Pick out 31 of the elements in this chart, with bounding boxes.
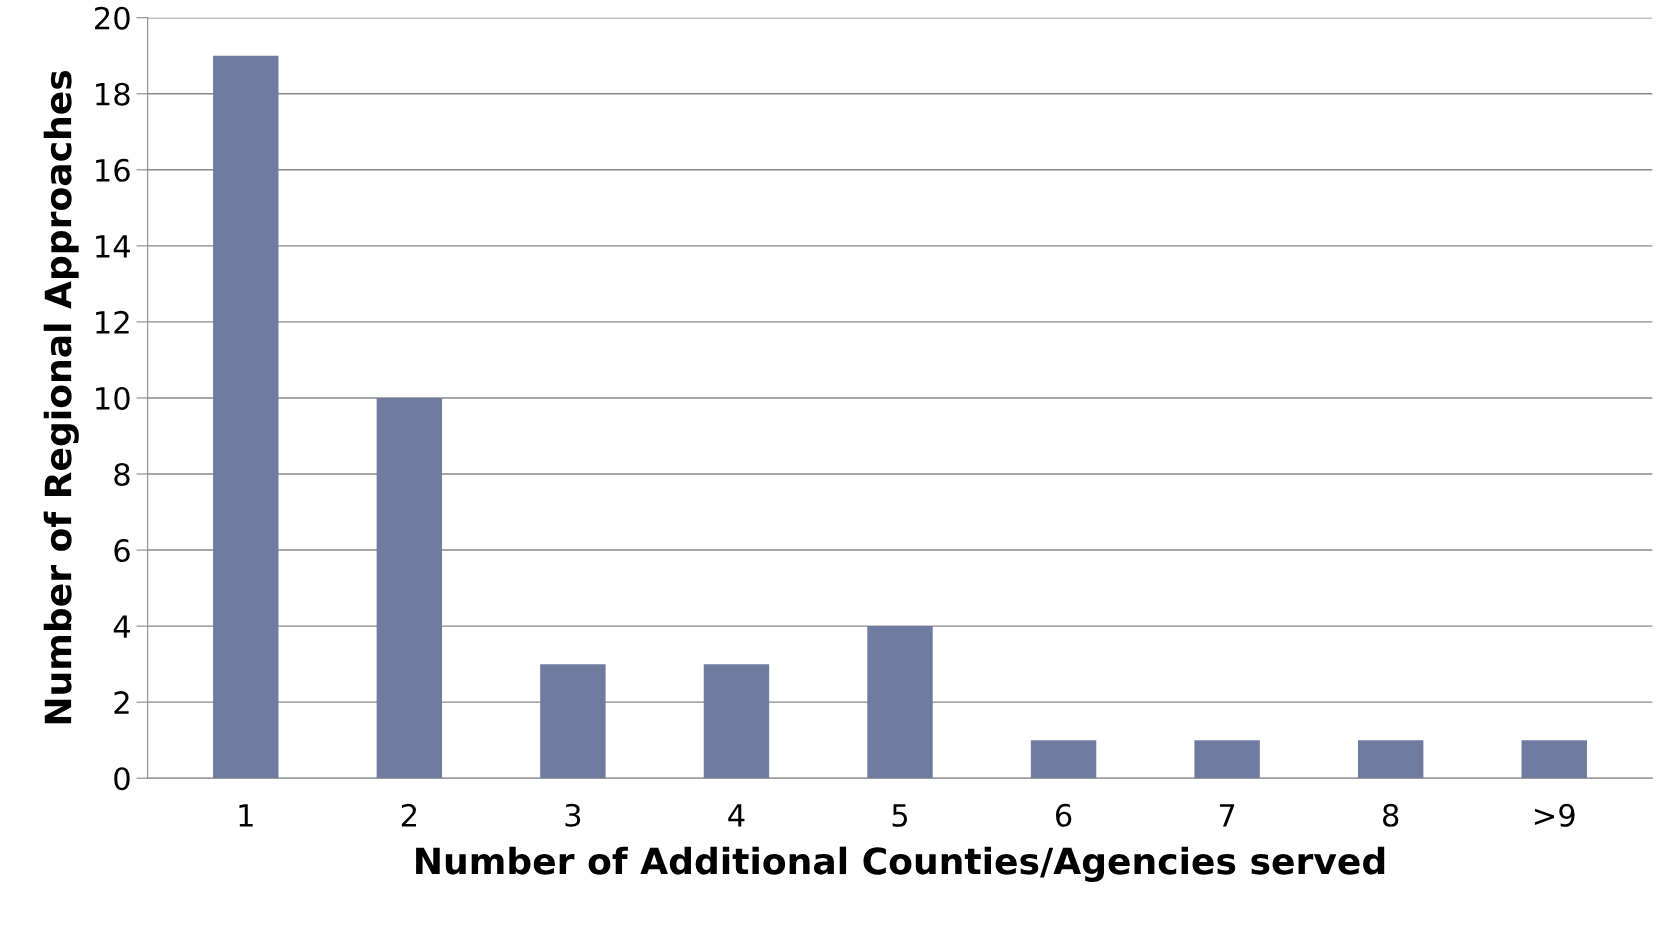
y-tick-label: 16 [96,158,130,182]
y-tick-label: 0 [114,767,130,791]
x-tick-label: 7 [1219,804,1235,827]
bar [376,397,443,779]
y-tick-label: 2 [114,691,129,714]
x-tick-label: 6 [1055,803,1072,827]
y-tick-label: 14 [96,235,130,258]
bar [867,626,933,779]
y-tick-label: 4 [113,615,130,638]
x-axis-title: Number of Additional Counties/Agencies served [416,846,1385,882]
bar [703,664,770,779]
x-tick-label: 5 [892,804,908,827]
bar [540,664,606,779]
y-tick-label: 10 [96,386,130,411]
bar [1357,740,1424,779]
y-tick-label: 20 [95,6,130,30]
bar [1194,740,1260,779]
bar [1030,740,1097,779]
bar [213,55,279,779]
y-tick-label: 12 [96,310,129,334]
bar [1521,740,1587,779]
y-tick-label: 6 [114,539,130,563]
x-tick-label: >9 [1534,803,1575,827]
x-tick-label: 1 [239,804,253,827]
y-axis-title: Number of Regional Approaches [43,70,79,724]
y-tick-label: 18 [96,82,130,106]
x-tick-label: 2 [401,803,416,827]
x-tick-label: 8 [1383,803,1399,827]
y-tick-label: 8 [114,462,130,487]
x-tick-label: 4 [728,804,745,827]
x-tick-label: 3 [565,803,581,827]
